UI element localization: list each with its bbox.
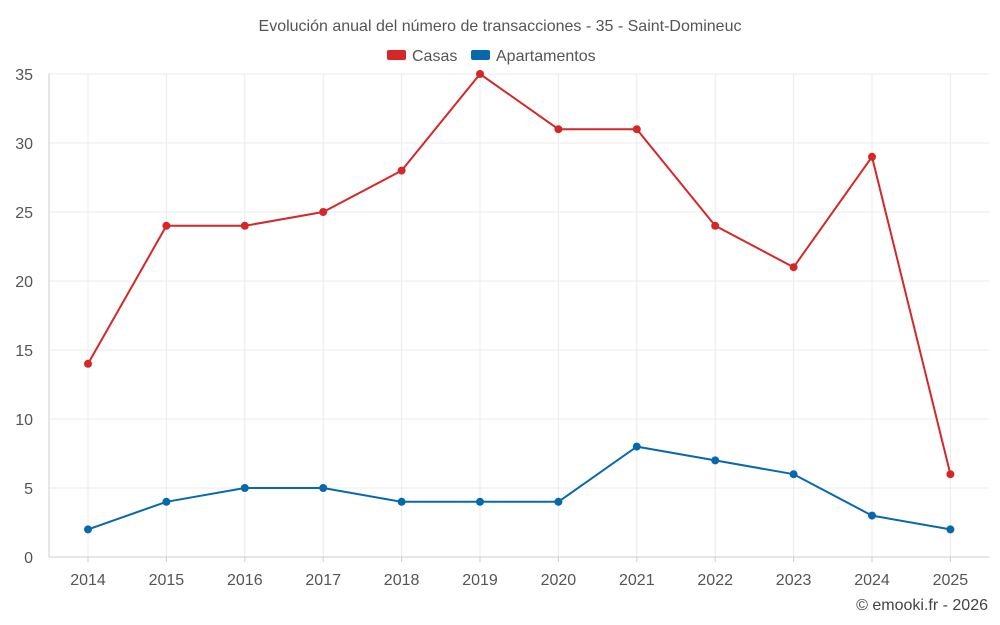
data-point-apartamentos[interactable]	[84, 525, 92, 534]
y-tick-label: 10	[15, 412, 33, 429]
legend-label-apartamentos[interactable]: Apartamentos	[496, 48, 596, 65]
chart-title: Evolución anual del número de transaccio…	[259, 18, 742, 35]
credit: © emooki.fr - 2026	[856, 597, 988, 614]
x-tick-label: 2017	[305, 572, 341, 589]
x-tick-label: 2015	[149, 572, 185, 589]
series-line-casas	[87, 73, 952, 475]
data-point-casas[interactable]	[319, 208, 328, 216]
x-tick-label: 2016	[227, 572, 263, 589]
x-tick-label: 2022	[697, 572, 733, 589]
y-tick-label: 0	[24, 550, 33, 567]
x-tick-label: 2025	[933, 572, 969, 589]
y-tick-label: 25	[15, 205, 33, 222]
data-point-casas[interactable]	[789, 263, 798, 272]
x-tick-label: 2023	[776, 572, 812, 589]
legend-swatch-apartamentos	[471, 50, 490, 60]
y-tick-label: 5	[24, 481, 33, 498]
y-tick-label: 35	[15, 67, 33, 84]
data-point-apartamentos[interactable]	[632, 442, 641, 451]
y-tick-label: 30	[15, 136, 33, 153]
data-point-apartamentos[interactable]	[554, 497, 563, 506]
data-point-apartamentos[interactable]	[319, 484, 328, 492]
data-point-casas[interactable]	[554, 125, 563, 134]
data-point-apartamentos[interactable]	[946, 525, 955, 534]
data-point-casas[interactable]	[868, 152, 876, 161]
x-tick-label: 2020	[541, 572, 577, 589]
x-axis-ticks: 2014 2015 2016 2017 2018 2019 2020 2021 2022 2023…	[70, 572, 968, 589]
data-point-casas[interactable]	[476, 70, 484, 78]
data-point-casas[interactable]	[946, 470, 955, 479]
x-tick-label: 2014	[70, 572, 106, 589]
axes	[48, 74, 989, 562]
series	[84, 70, 955, 534]
data-point-casas[interactable]	[632, 125, 641, 134]
data-point-apartamentos[interactable]	[868, 511, 876, 520]
data-point-casas[interactable]	[162, 221, 171, 230]
x-tick-label: 2019	[462, 572, 498, 589]
data-point-casas[interactable]	[84, 359, 92, 368]
data-point-apartamentos[interactable]	[397, 497, 406, 506]
x-tick-label: 2021	[619, 572, 655, 589]
legend-swatch-casas	[387, 50, 406, 60]
y-axis-ticks: 0 5 10 15 20 25 30 35	[15, 67, 33, 567]
legend: Casas Apartamentos	[387, 48, 596, 65]
data-point-casas[interactable]	[240, 221, 249, 230]
legend-label-casas[interactable]: Casas	[412, 48, 457, 65]
series-line-apartamentos	[87, 445, 951, 531]
data-point-apartamentos[interactable]	[162, 497, 171, 506]
x-tick-label: 2024	[854, 572, 890, 589]
y-tick-label: 15	[15, 343, 33, 360]
grid	[49, 73, 989, 557]
data-point-apartamentos[interactable]	[789, 470, 798, 479]
data-point-casas[interactable]	[711, 221, 720, 230]
data-point-apartamentos[interactable]	[476, 497, 484, 506]
data-point-apartamentos[interactable]	[240, 484, 249, 492]
data-point-apartamentos[interactable]	[711, 456, 720, 465]
x-tick-label: 2018	[384, 572, 420, 589]
y-tick-label: 20	[15, 274, 33, 291]
data-point-casas[interactable]	[397, 166, 406, 175]
